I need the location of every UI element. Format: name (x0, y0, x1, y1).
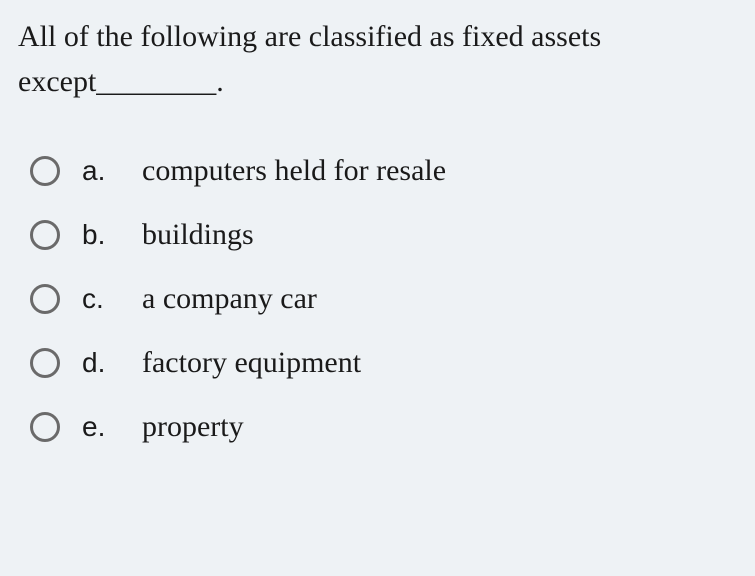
option-text: a company car (142, 282, 317, 316)
radio-icon[interactable] (30, 220, 60, 250)
option-e[interactable]: e. property (30, 410, 737, 444)
option-text: factory equipment (142, 346, 361, 380)
question-text: All of the following are classified as f… (18, 14, 737, 104)
option-letter: d. (82, 347, 120, 379)
option-letter: e. (82, 411, 120, 443)
option-d[interactable]: d. factory equipment (30, 346, 737, 380)
options-list: a. computers held for resale b. building… (18, 154, 737, 444)
radio-icon[interactable] (30, 156, 60, 186)
option-text: computers held for resale (142, 154, 446, 188)
radio-icon[interactable] (30, 412, 60, 442)
option-text: property (142, 410, 244, 444)
radio-icon[interactable] (30, 348, 60, 378)
option-c[interactable]: c. a company car (30, 282, 737, 316)
radio-icon[interactable] (30, 284, 60, 314)
option-letter: c. (82, 283, 120, 315)
option-a[interactable]: a. computers held for resale (30, 154, 737, 188)
option-letter: a. (82, 155, 120, 187)
option-b[interactable]: b. buildings (30, 218, 737, 252)
option-text: buildings (142, 218, 254, 252)
option-letter: b. (82, 219, 120, 251)
